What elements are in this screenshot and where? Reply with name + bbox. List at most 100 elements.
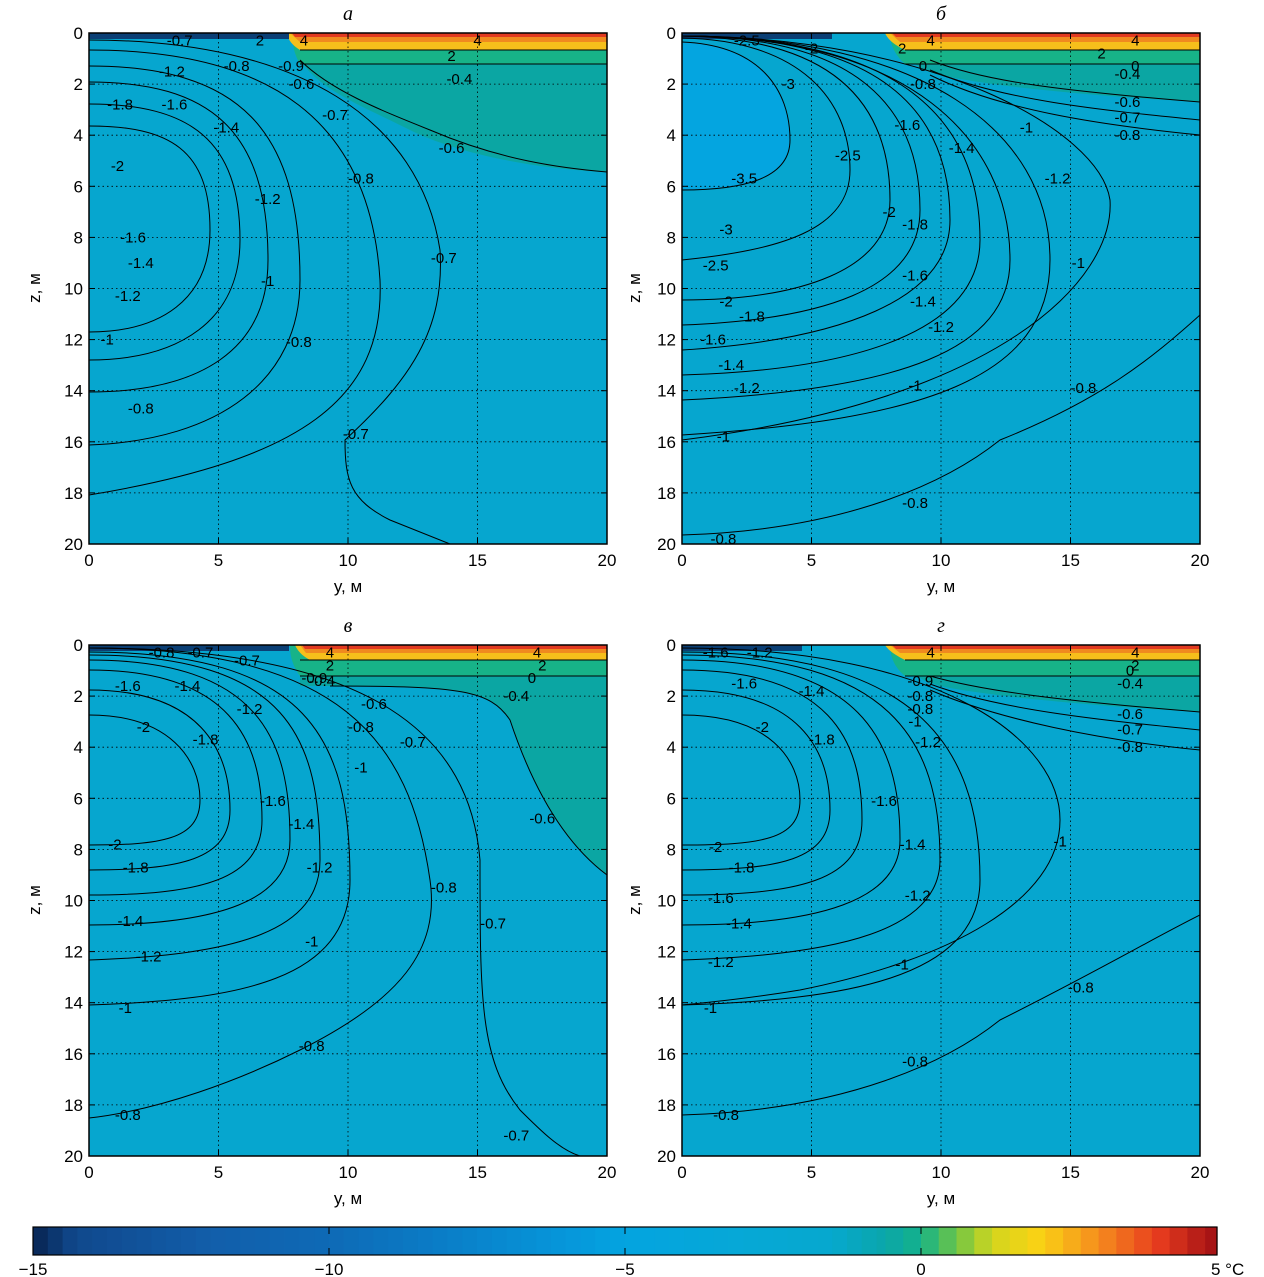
- colorbar-segment: [654, 1227, 670, 1255]
- panel-a-ytick-label: 4: [74, 126, 83, 145]
- panel-d-contour-label: -1.2: [747, 645, 773, 662]
- colorbar-segment: [832, 1227, 848, 1255]
- panel-d-contour-label: 0: [1126, 663, 1134, 680]
- panel-d-ytick-label: 6: [667, 789, 676, 808]
- panel-d-contour-label: -1.6: [703, 645, 729, 662]
- panel-c-contour-label: -0.7: [187, 645, 213, 662]
- panel-b-contour-label: -2.5: [734, 33, 760, 50]
- panel-b-xtick-label: 20: [1191, 551, 1210, 570]
- panel-d-grid: [682, 645, 1200, 1156]
- panel-c-contour-label: -1.6: [260, 793, 286, 810]
- panel-d-contour-label: -1: [895, 956, 908, 973]
- colorbar-segment: [885, 1227, 904, 1255]
- panel-d-contour-labels: 420-0.4-0.6-0.7-0.84-0.9-0.8-0.8-1-1.2-1…: [703, 645, 1143, 1124]
- panel-b-contour-label: 4: [1131, 33, 1139, 50]
- colorbar-segment: [1187, 1227, 1206, 1255]
- colorbar-segment: [121, 1227, 138, 1255]
- panel-c-xlabel: y, м: [334, 1189, 362, 1208]
- panel-a-contour-label: -2: [111, 158, 124, 175]
- panel-a-contour-label: -0.8: [128, 401, 154, 418]
- colorbar-segment: [462, 1227, 478, 1255]
- colorbar-segment: [284, 1227, 300, 1255]
- panel-d-contour-label: -1.2: [915, 734, 941, 751]
- panel-c-ylabel: z, м: [25, 885, 44, 915]
- panel-d-contour-label: -0.4: [1117, 675, 1143, 692]
- panel-b-ytick-label: 4: [667, 126, 676, 145]
- colorbar-segment: [314, 1227, 330, 1255]
- colorbar-segment: [447, 1227, 463, 1255]
- colorbar-segment: [536, 1227, 552, 1255]
- panel-a-xtick-label: 0: [84, 551, 93, 570]
- panel-c-contour-label: -0.6: [529, 811, 555, 828]
- panel-a-contour-label: -1.2: [255, 191, 281, 208]
- panel-d-xtick-label: 5: [807, 1163, 816, 1182]
- panel-a-contour-label: -0.4: [446, 71, 472, 88]
- panel-c-contour-label: -0.8: [115, 1107, 141, 1124]
- panel-b: б: [625, 3, 1209, 596]
- panel-b-contour-label: -1: [1020, 120, 1033, 137]
- panel-d-contours: [682, 647, 1200, 1116]
- panel-b-ytick-label: 14: [657, 382, 676, 401]
- panel-a-xtick-label: 10: [339, 551, 358, 570]
- colorbar-segment: [992, 1227, 1011, 1255]
- panel-d-ytick-label: 10: [657, 892, 676, 911]
- panel-a-ytick-label: 12: [64, 331, 83, 350]
- panel-a-contour-label: -1.2: [115, 288, 141, 305]
- colorbar-segment: [625, 1227, 641, 1255]
- panel-b-contour-label: -1.8: [739, 309, 765, 326]
- colorbar-segment: [580, 1227, 596, 1255]
- panel-a-xtick-label: 20: [598, 551, 617, 570]
- panel-c-contour-label: -2: [108, 836, 121, 853]
- panel-d-title: г: [937, 615, 945, 637]
- panel-c-contour-label: -0.8: [299, 1038, 325, 1055]
- panel-c-xtick-label: 5: [214, 1163, 223, 1182]
- panel-a-contour-label: -1.6: [120, 229, 146, 246]
- panel-c-contour-label: -1.8: [193, 732, 219, 749]
- panel-a-contour-label: -0.7: [431, 250, 457, 267]
- panel-b-contour-label: -0.7: [1115, 109, 1141, 126]
- panel-b-zone-cold: [682, 42, 790, 190]
- panel-c-title: в: [344, 615, 353, 637]
- panel-d-contour-label: -1.2: [905, 887, 931, 904]
- panel-b-ylabel: z, м: [625, 273, 644, 303]
- panel-c-contour-label: -1: [305, 933, 318, 950]
- panel-d-contour-label: -0.8: [902, 1053, 928, 1070]
- panel-b-contour-label: -1.6: [902, 268, 928, 285]
- panel-b-contour-label: -1.2: [734, 380, 760, 397]
- panel-a-contour-label: -0.8: [224, 58, 250, 75]
- panel-d-ytick-label: 2: [667, 687, 676, 706]
- colorbar-tick-label: 0: [916, 1260, 925, 1277]
- colorbar-tick-label: −15: [19, 1260, 48, 1277]
- panel-c-contour-label: -1.2: [237, 701, 263, 718]
- panel-d-xlabel: y, м: [927, 1189, 955, 1208]
- panel-c-contour-label: -1: [354, 760, 367, 777]
- panel-b-ytick-label: 10: [657, 280, 676, 299]
- panel-b-contour-labels: 420-0.4-0.6-0.7-0.8420-0.8-1-1.2-1.4-1.6…: [700, 33, 1141, 544]
- panel-c-contour-label: -1.6: [115, 678, 141, 695]
- panel-c-xtick-label: 15: [468, 1163, 487, 1182]
- panel-b-contour-label: -1.6: [700, 332, 726, 349]
- panel-d-contour-label: 4: [1131, 645, 1139, 662]
- panel-a-contour-label: -0.6: [439, 140, 465, 157]
- panel-d-contour-label: -0.8: [713, 1107, 739, 1124]
- panel-d-ytick-label: 4: [667, 738, 676, 757]
- panel-c-contour-label: -1: [119, 1000, 132, 1017]
- panel-c-ytick-label: 10: [64, 892, 83, 911]
- panel-b-contour-label: -1.4: [910, 293, 936, 310]
- colorbar-segment: [77, 1227, 93, 1255]
- colorbar-segment: [728, 1227, 744, 1255]
- colorbar-segment: [903, 1227, 922, 1255]
- panel-d-contour-label: -2: [756, 719, 769, 736]
- colorbar-segment: [639, 1227, 656, 1255]
- panel-d-contour-label: -1.8: [809, 732, 835, 749]
- colorbar-segment: [551, 1227, 567, 1255]
- panel-b-contour-label: -2.5: [703, 258, 729, 275]
- colorbar-segment: [417, 1227, 434, 1255]
- panel-c-contour-label: -1.2: [307, 859, 333, 876]
- panel-b-contour-label: -1: [1072, 255, 1085, 272]
- panel-c-contour-label: -1.2: [136, 949, 162, 966]
- colorbar-segment: [595, 1227, 611, 1255]
- colorbar-segment: [491, 1227, 508, 1255]
- panel-c-xtick-label: 10: [339, 1163, 358, 1182]
- panel-b-ytick-label: 8: [667, 228, 676, 247]
